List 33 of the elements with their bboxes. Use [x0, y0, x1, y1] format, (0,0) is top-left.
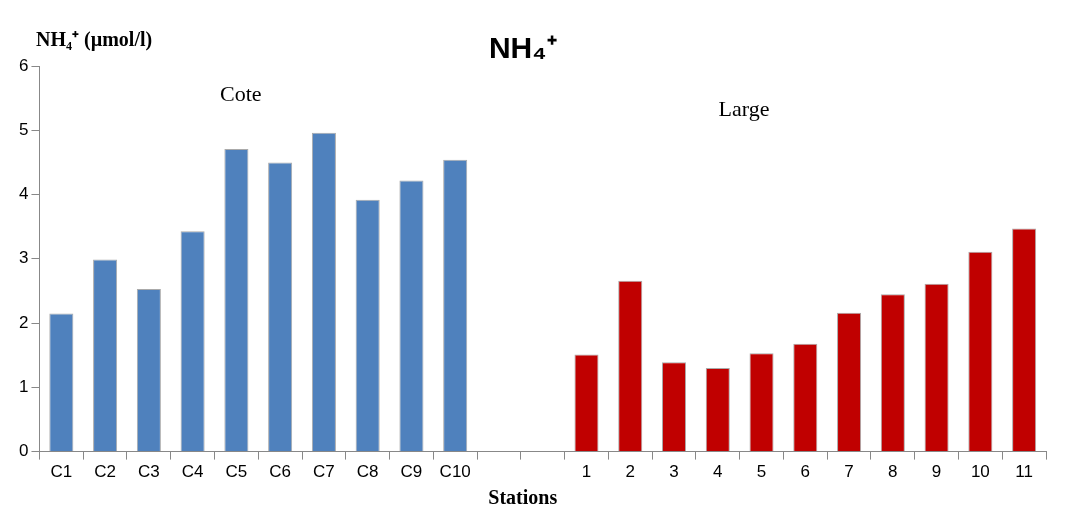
annotation: Large [718, 96, 770, 122]
x-tick-label: 10 [970, 462, 990, 482]
y-tick-label: 3 [18, 248, 29, 268]
y-tick-label: 0 [18, 441, 29, 461]
x-tick-label: 1 [581, 462, 592, 482]
x-tick-label: C7 [313, 462, 335, 482]
x-tick-label: C2 [94, 462, 116, 482]
x-tick-label: 8 [888, 462, 898, 482]
x-tick-label: C10 [439, 462, 471, 482]
x-tick-label: 9 [931, 462, 942, 482]
y-tick-label: 6 [18, 55, 29, 75]
x-tick-label: 11 [1015, 462, 1033, 482]
annotation: Cote [219, 80, 262, 106]
y-tick-label: 2 [18, 312, 29, 332]
x-axis-title: Stations [488, 486, 558, 508]
y-tick-label: 5 [18, 119, 29, 139]
x-tick-label: 3 [669, 462, 679, 482]
x-tick-label: C5 [225, 462, 248, 482]
x-tick-label: C1 [50, 462, 73, 482]
chart-title: NH₄⁺ [488, 31, 557, 64]
x-tick-label: C9 [400, 462, 423, 482]
y-axis-title: NH₄⁺ (µmol/l) [36, 28, 153, 51]
x-tick-label: 4 [713, 462, 723, 482]
x-tick-label: 5 [756, 462, 767, 482]
x-tick-label: C3 [137, 462, 160, 482]
x-tick-label: C8 [356, 462, 379, 482]
x-tick-label: C6 [269, 462, 292, 482]
x-tick-label: 7 [844, 462, 854, 482]
x-tick-label: 2 [625, 462, 635, 482]
y-tick-label: 4 [18, 184, 29, 204]
x-tick-label: 6 [800, 462, 811, 482]
x-tick-label: C4 [181, 462, 204, 482]
y-tick-label: 1 [18, 377, 29, 397]
